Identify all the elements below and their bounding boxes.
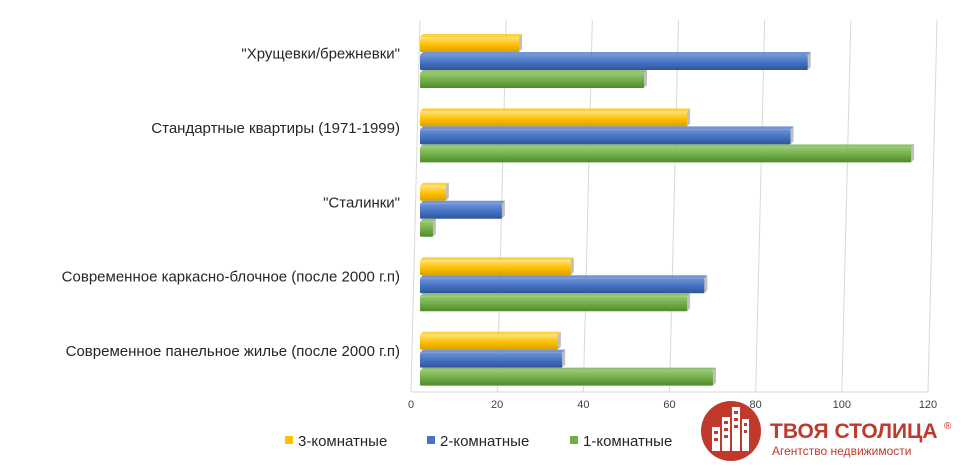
bar-end-cap — [911, 144, 915, 163]
legend-swatch — [427, 436, 435, 444]
bar-front-face — [420, 278, 705, 294]
logo-title: ТВОЯ СТОЛИЦА — [770, 420, 938, 443]
bar — [420, 52, 811, 70]
bar — [420, 275, 708, 294]
bar-end-cap — [570, 257, 574, 276]
gridlines — [410, 19, 938, 393]
bar-end-cap — [790, 126, 794, 145]
legend-swatch — [570, 436, 578, 444]
category-label: Современное каркасно-блочное (после 2000… — [62, 269, 400, 286]
bar-end-cap — [644, 70, 648, 88]
bar-front-face — [420, 73, 645, 88]
bar-top-face — [420, 349, 566, 353]
bar-top-face — [420, 200, 505, 204]
bar — [420, 218, 436, 237]
legend-item: 2-комнатные — [427, 433, 529, 450]
gridline — [669, 19, 679, 393]
category-label: "Сталинки" — [323, 194, 400, 211]
category-label: "Хрущевки/брежневки" — [241, 46, 400, 63]
bar — [420, 331, 561, 350]
bar-front-face — [420, 334, 558, 350]
bar-front-face — [420, 147, 912, 163]
bar — [420, 34, 523, 52]
bar-top-face — [420, 70, 648, 73]
bar-top-face — [420, 275, 708, 279]
bar-end-cap — [712, 367, 716, 386]
category-label: Современное панельное жилье (после 2000 … — [66, 343, 400, 360]
bar-top-face — [420, 108, 691, 112]
logo: ТВОЯ СТОЛИЦА ® Агентство недвижимости — [701, 401, 952, 461]
bar — [420, 349, 566, 368]
bar-end-cap — [562, 349, 566, 368]
bar-end-cap — [432, 218, 436, 237]
legend-item: 3-комнатные — [285, 433, 387, 450]
bar-top-face — [420, 218, 436, 222]
legend-label: 1-комнатные — [583, 433, 672, 450]
x-tick-label: 60 — [663, 399, 675, 411]
bar-front-face — [420, 37, 520, 52]
legend-swatch — [285, 436, 293, 444]
bar — [420, 257, 574, 276]
bar-front-face — [420, 203, 502, 219]
bar-front-face — [420, 370, 713, 386]
logo-registered: ® — [944, 421, 952, 432]
bar-end-cap — [704, 275, 708, 294]
bar-end-cap — [519, 34, 523, 52]
logo-icon — [701, 401, 761, 461]
bar — [420, 144, 915, 163]
legend-label: 3-комнатные — [298, 433, 387, 450]
bar-top-face — [420, 367, 716, 371]
bar-end-cap — [445, 182, 449, 201]
bar-top-face — [420, 34, 523, 37]
bar-top-face — [420, 52, 811, 55]
bar-front-face — [420, 296, 688, 312]
x-tick-label: 100 — [833, 399, 851, 411]
bar — [420, 70, 648, 88]
legend: 3-комнатные 2-комнатные 1-комнатные — [285, 433, 672, 450]
bar-top-face — [420, 293, 691, 297]
bar-front-face — [420, 352, 563, 368]
bar — [420, 200, 505, 219]
bar — [420, 367, 716, 386]
bar-front-face — [420, 221, 433, 237]
bar-top-face — [420, 331, 561, 335]
bar-end-cap — [807, 52, 811, 70]
bar-top-face — [420, 257, 574, 261]
category-label: Стандартные квартиры (1971-1999) — [151, 120, 400, 137]
bar — [420, 182, 449, 201]
bars — [420, 34, 915, 386]
gridline — [755, 19, 766, 393]
x-tick-label: 20 — [491, 399, 503, 411]
x-tick-label: 80 — [750, 399, 762, 411]
bar-top-face — [420, 126, 794, 130]
bar-front-face — [420, 129, 791, 145]
bar-end-cap — [557, 331, 561, 350]
gridline — [927, 19, 938, 393]
bar-top-face — [420, 144, 915, 148]
bar-end-cap — [687, 293, 691, 312]
gridline — [410, 19, 421, 393]
bar-front-face — [420, 260, 571, 276]
x-tick-label: 40 — [577, 399, 589, 411]
bar — [420, 108, 691, 127]
x-tick-label: 120 — [919, 399, 937, 411]
category-labels: "Хрущевки/брежневки" Стандартные квартиры… — [62, 46, 400, 361]
legend-label: 2-комнатные — [440, 433, 529, 450]
bar — [420, 126, 794, 145]
bar-top-face — [420, 182, 449, 186]
bar-end-cap — [501, 200, 505, 219]
bar — [420, 293, 691, 312]
x-tick-labels: 0 20 40 60 80 100 120 — [408, 399, 937, 411]
bar-front-face — [420, 185, 446, 201]
bar-front-face — [420, 55, 808, 70]
x-tick-label: 0 — [408, 399, 414, 411]
legend-item: 1-комнатные — [570, 433, 672, 450]
bar-end-cap — [687, 108, 691, 127]
gridline — [841, 19, 852, 393]
logo-subtitle: Агентство недвижимости — [772, 444, 912, 458]
bar-front-face — [420, 111, 688, 127]
